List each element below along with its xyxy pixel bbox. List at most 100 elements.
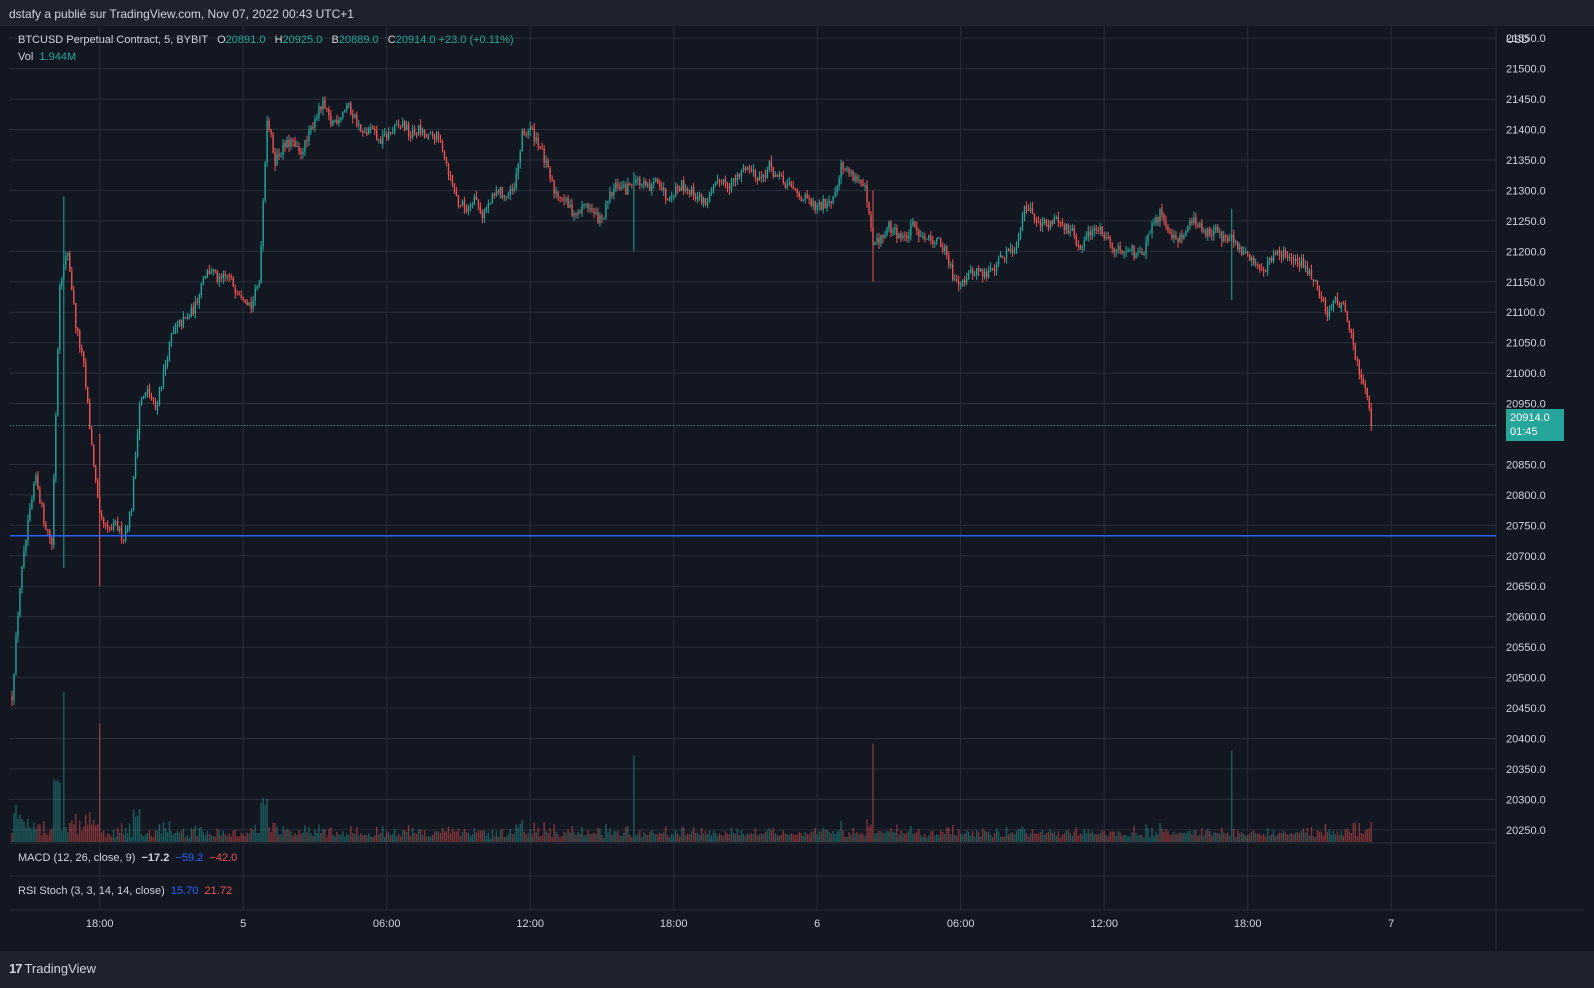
candle-body — [559, 196, 561, 199]
volume-bar — [1278, 832, 1281, 842]
candle-body — [425, 137, 428, 139]
volume-bar — [776, 835, 779, 842]
candle-body — [1025, 206, 1028, 210]
volume-bar — [49, 830, 51, 842]
volume-bar — [531, 834, 533, 842]
volume-bar — [1033, 833, 1036, 842]
volume-bar — [1013, 834, 1016, 842]
candle-body — [643, 181, 645, 184]
candle-body — [547, 160, 549, 168]
volume-bar — [69, 822, 71, 842]
volume-bar — [651, 830, 653, 842]
candle-body — [25, 540, 27, 552]
volume-bar — [83, 826, 85, 842]
candle-body — [1149, 232, 1151, 234]
volume-bar — [232, 830, 234, 842]
volume-bar — [768, 828, 771, 842]
volume-bar — [1149, 837, 1151, 842]
candle-body — [308, 130, 310, 142]
volume-bar — [892, 832, 894, 842]
candle-body — [401, 121, 404, 126]
candle-body — [39, 489, 41, 503]
candlestick-chart[interactable]: USD 21550.0 21500.0 21450.0 21400.0 21350.0 2… — [10, 26, 1584, 950]
volume-bar — [214, 836, 216, 842]
candle-body — [102, 518, 105, 525]
candle-body — [961, 280, 964, 285]
candle-body — [192, 307, 195, 315]
volume-bar — [1330, 834, 1333, 842]
candle-body — [629, 183, 631, 185]
volume-bar — [1298, 832, 1301, 842]
candle-body — [429, 133, 432, 135]
candle-body — [898, 233, 900, 239]
volume-bar — [166, 831, 169, 842]
volume-bar — [555, 831, 557, 842]
volume-bar — [362, 834, 364, 842]
candle-body — [1314, 280, 1317, 282]
volume-bar — [306, 832, 308, 842]
candle-body — [1338, 302, 1341, 308]
candle-body — [483, 210, 486, 218]
candle-body — [338, 120, 340, 124]
volume-bar — [798, 831, 800, 842]
volume-bar — [160, 833, 163, 842]
volume-bar — [364, 834, 366, 842]
volume-bar — [545, 831, 547, 842]
candle-body — [238, 293, 240, 295]
volume-bar — [672, 834, 675, 842]
candle-body — [210, 271, 213, 274]
volume-bar — [238, 836, 240, 842]
candle-body — [1147, 233, 1149, 242]
volume-bar — [850, 834, 852, 842]
volume-bar — [872, 743, 874, 842]
candle-body — [569, 204, 571, 208]
volume-bar — [1366, 829, 1368, 842]
volume-bar — [822, 827, 824, 842]
candle-body — [1157, 216, 1159, 223]
rsi-label[interactable]: RSI Stoch (3, 3, 14, 14, close) — [18, 885, 165, 897]
candle-body — [417, 125, 420, 135]
candle-body — [423, 129, 426, 138]
volume-bar — [906, 832, 908, 842]
candle-body — [316, 117, 318, 120]
candle-body — [1366, 388, 1368, 397]
candle-body — [706, 202, 709, 206]
volume-bar — [702, 833, 705, 842]
volume-bar — [130, 836, 133, 842]
volume-bar — [17, 818, 19, 842]
volume-bar — [1320, 831, 1323, 842]
macd-label[interactable]: MACD (12, 26, close, 9) — [18, 852, 136, 864]
candle-body — [1256, 264, 1259, 266]
candle-body — [605, 203, 607, 218]
volume-bar — [1211, 835, 1213, 842]
candle-body — [669, 198, 671, 200]
volume-bar — [880, 831, 882, 842]
volume-bar — [1089, 833, 1091, 842]
symbol-name[interactable]: BTCUSD Perpetual Contract, 5, BYBIT — [18, 34, 208, 46]
chart-area[interactable]: USD 21550.0 21500.0 21450.0 21400.0 21350.0 2… — [10, 26, 1584, 950]
volume-bar — [413, 833, 416, 842]
candle-body — [150, 396, 153, 401]
candle-body — [1005, 249, 1008, 259]
candle-body — [615, 183, 617, 189]
candle-body — [607, 201, 609, 204]
candle-body — [63, 264, 65, 280]
volume-bar — [985, 831, 988, 842]
volume-bar — [124, 827, 127, 842]
volume-label[interactable]: Vol — [18, 51, 34, 63]
volume-bar — [1023, 829, 1026, 842]
tradingview-logo[interactable]: 17 TradingView — [9, 961, 96, 976]
price-tick-label: 20950.0 — [1506, 399, 1546, 411]
volume-bar — [882, 832, 884, 842]
volume-bar — [609, 828, 611, 842]
candle-body — [585, 203, 587, 205]
candle-body — [489, 202, 492, 204]
candle-body — [294, 140, 296, 147]
volume-bar — [1300, 830, 1303, 842]
candle-body — [1239, 246, 1241, 250]
candle-body — [1113, 248, 1115, 252]
volume-bar — [625, 826, 627, 842]
candle-body — [350, 103, 352, 115]
candle-body — [826, 203, 828, 208]
candle-body — [770, 161, 773, 167]
